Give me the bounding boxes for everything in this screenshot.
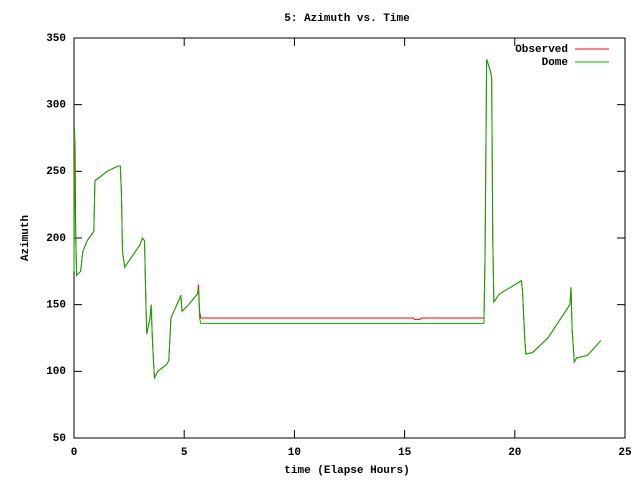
- legend-label: Observed: [515, 44, 568, 56]
- x-tick-label: 15: [398, 447, 412, 459]
- y-tick-label: 150: [46, 300, 66, 312]
- x-tick-label: 0: [71, 447, 78, 459]
- data-line: [73, 59, 602, 380]
- x-tick-label: 20: [508, 447, 521, 459]
- x-axis-label: time (Elapse Hours): [284, 465, 409, 477]
- chart-title: 5: Azimuth vs. Time: [284, 13, 410, 25]
- y-tick-label: 200: [46, 233, 66, 245]
- y-tick-label: 50: [53, 433, 66, 445]
- y-tick-label: 100: [46, 366, 66, 378]
- x-tick-label: 10: [288, 447, 301, 459]
- legend-label: Dome: [542, 57, 569, 69]
- y-tick-label: 250: [46, 166, 66, 178]
- x-tick-label: 25: [618, 447, 632, 459]
- x-tick-label: 5: [181, 447, 188, 459]
- y-tick-label: 350: [46, 33, 66, 45]
- y-tick-label: 300: [46, 100, 66, 112]
- y-axis-label: Azimuth: [20, 215, 32, 261]
